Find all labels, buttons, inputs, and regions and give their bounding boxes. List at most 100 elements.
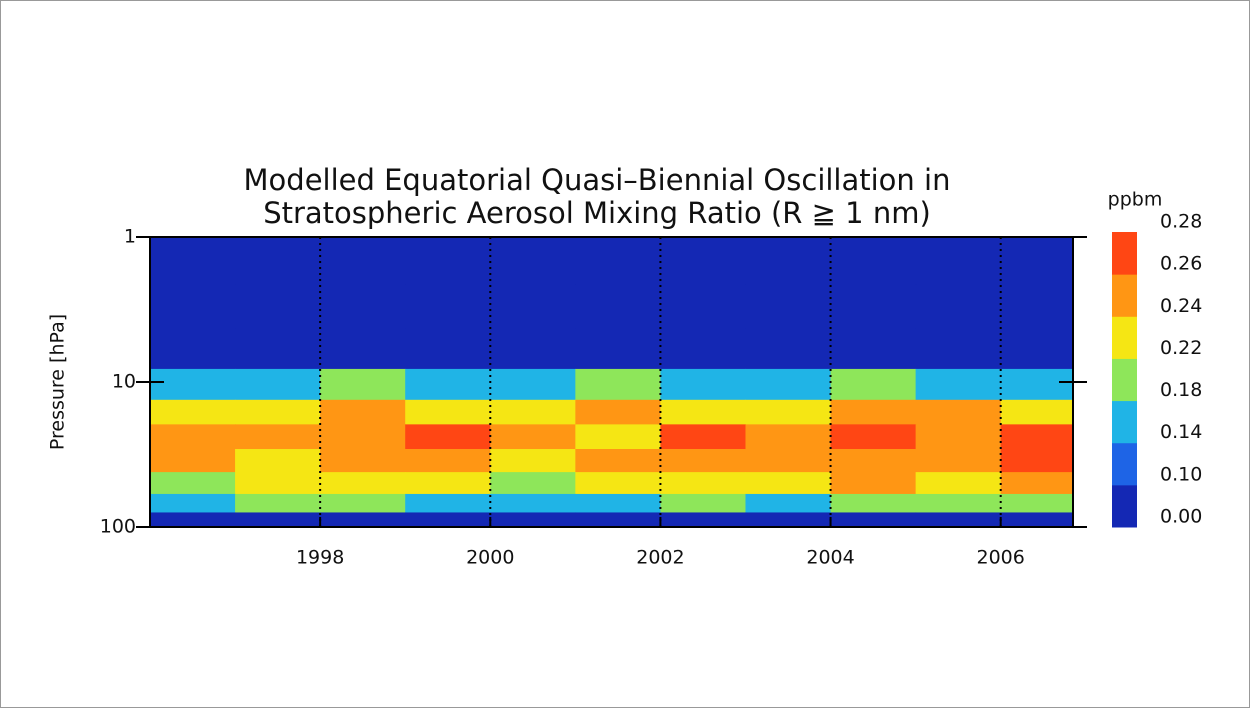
- cell: [405, 512, 491, 528]
- cell: [660, 284, 746, 329]
- cell: [235, 472, 321, 495]
- cell: [1000, 284, 1074, 329]
- cell: [575, 284, 661, 329]
- cell: [1000, 472, 1074, 495]
- cell: [830, 237, 917, 285]
- cell: [575, 472, 661, 495]
- cell: [830, 424, 917, 450]
- cell: [320, 399, 406, 425]
- cell: [830, 472, 917, 495]
- cell: [575, 424, 661, 450]
- cell: [745, 472, 832, 495]
- cell: [575, 328, 661, 370]
- cell: [660, 449, 746, 473]
- cell: [150, 399, 236, 425]
- colorbar-tick-label: 0.00: [1160, 506, 1202, 528]
- cell: [660, 424, 746, 450]
- cell: [405, 284, 491, 329]
- cell: [320, 368, 406, 401]
- cell: [405, 399, 491, 425]
- cell: [660, 399, 746, 425]
- cell: [745, 328, 832, 370]
- cell: [490, 328, 576, 370]
- cell: [830, 449, 917, 473]
- cell: [915, 399, 1002, 425]
- cell: [745, 237, 832, 285]
- cell: [405, 472, 491, 495]
- chart-title: Stratospheric Aerosol Mixing Ratio (R ≧ …: [263, 196, 931, 230]
- cell: [915, 328, 1002, 370]
- chart-title: Modelled Equatorial Quasi–Biennial Oscil…: [244, 163, 951, 197]
- colorbar-tick-label: 0.28: [1160, 211, 1202, 233]
- cell: [235, 449, 321, 473]
- cell: [660, 237, 746, 285]
- x-tick-label: 2004: [806, 547, 854, 569]
- cell: [150, 512, 236, 528]
- colorbar-band: [1112, 358, 1137, 402]
- cell: [320, 512, 406, 528]
- cell: [150, 328, 236, 370]
- y-tick-label: 10: [112, 371, 136, 393]
- cell: [235, 493, 321, 513]
- cell: [915, 493, 1002, 513]
- colorbar-band: [1112, 442, 1137, 486]
- cell: [830, 493, 917, 513]
- cell: [1000, 512, 1074, 528]
- x-tick-label: 2002: [636, 547, 684, 569]
- cell: [745, 368, 832, 401]
- cell: [405, 424, 491, 450]
- colorbar-band: [1112, 400, 1137, 444]
- cell: [235, 399, 321, 425]
- cell: [150, 237, 236, 285]
- cell: [575, 237, 661, 285]
- cell: [405, 237, 491, 285]
- cell: [745, 399, 832, 425]
- cell: [915, 449, 1002, 473]
- colorbar-tick-label: 0.14: [1160, 421, 1202, 443]
- cell: [575, 449, 661, 473]
- colorbar-tick-label: 0.22: [1160, 337, 1202, 359]
- colorbar-tick-label: 0.10: [1160, 463, 1202, 485]
- cell: [490, 472, 576, 495]
- cell: [830, 284, 917, 329]
- cell: [150, 284, 236, 329]
- cell: [575, 399, 661, 425]
- cell: [745, 424, 832, 450]
- cell: [405, 328, 491, 370]
- cell: [915, 237, 1002, 285]
- cell: [660, 493, 746, 513]
- cell: [490, 424, 576, 450]
- cell: [405, 368, 491, 401]
- cell: [490, 284, 576, 329]
- y-tick-label: 1: [124, 226, 136, 248]
- cell: [490, 512, 576, 528]
- colorbar-band: [1112, 232, 1137, 275]
- cell: [235, 237, 321, 285]
- cell: [745, 284, 832, 329]
- cell: [575, 368, 661, 401]
- cell: [660, 328, 746, 370]
- cell: [235, 284, 321, 329]
- cell: [320, 237, 406, 285]
- cell: [830, 399, 917, 425]
- cell: [320, 328, 406, 370]
- colorbar-tick-label: 0.24: [1160, 295, 1202, 317]
- cell: [830, 328, 917, 370]
- cell: [150, 424, 236, 450]
- cell: [490, 449, 576, 473]
- cell: [660, 472, 746, 495]
- cell: [915, 472, 1002, 495]
- cell: [575, 493, 661, 513]
- cell: [915, 284, 1002, 329]
- cell: [405, 449, 491, 473]
- x-tick-label: 2006: [977, 547, 1025, 569]
- cell: [320, 449, 406, 473]
- cell: [490, 493, 576, 513]
- x-tick-label: 2000: [466, 547, 514, 569]
- cell: [660, 368, 746, 401]
- cell: [1000, 493, 1074, 513]
- colorbar-tick-label: 0.26: [1160, 253, 1202, 275]
- cell: [1000, 399, 1074, 425]
- cell: [1000, 449, 1074, 473]
